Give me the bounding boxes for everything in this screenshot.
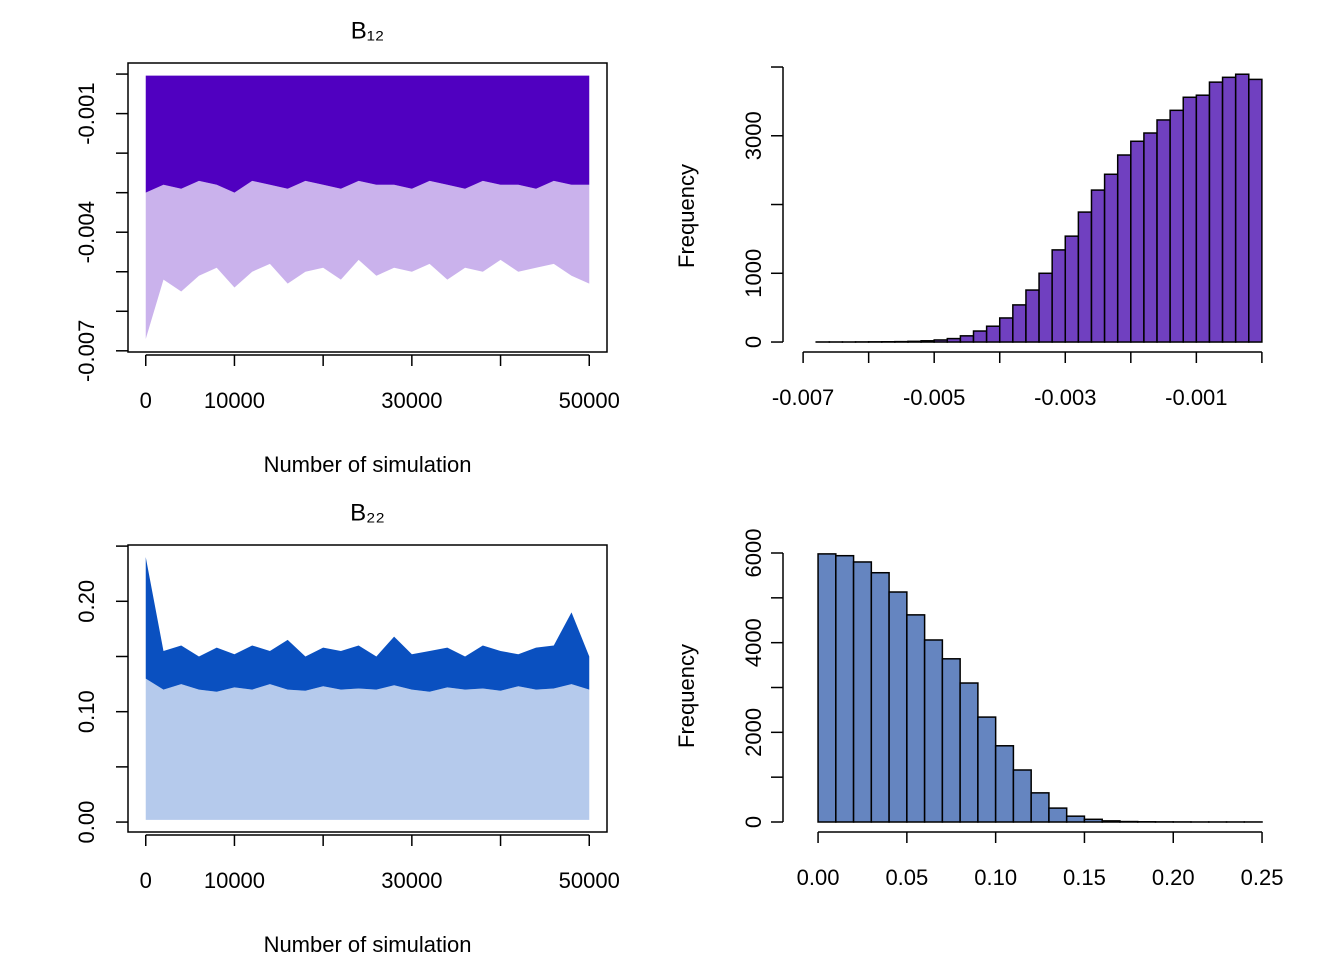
bar [1156, 119, 1171, 343]
bar [985, 325, 1001, 343]
bar [977, 716, 997, 823]
bar [906, 614, 926, 823]
bar [1065, 815, 1086, 823]
chart-title: B₁₂ [351, 17, 384, 44]
bar [1208, 81, 1224, 343]
y-tick-label: 0 [741, 816, 766, 828]
y-tick-label: -0.004 [74, 201, 99, 263]
bar [946, 337, 962, 343]
y-tick-label: 0 [741, 336, 766, 348]
bar [1064, 235, 1080, 343]
trace-tail [145, 678, 590, 820]
x-tick-label: -0.003 [1034, 385, 1096, 410]
x-tick-label: 0.20 [1152, 865, 1195, 890]
bar [1221, 76, 1237, 343]
trace-tail [145, 180, 590, 339]
bar [959, 682, 979, 823]
bar [852, 561, 873, 823]
plot-box [127, 62, 608, 353]
bar [941, 658, 961, 823]
bar [933, 339, 949, 343]
bar [959, 335, 975, 343]
chart-title: B₂₂ [350, 499, 385, 526]
bar [835, 554, 855, 823]
x-axis-label: Number of simulation [264, 452, 472, 477]
bar [1169, 109, 1184, 343]
bar [1025, 289, 1040, 343]
x-tick-label: 0.10 [974, 865, 1017, 890]
y-tick-label: 3000 [741, 111, 766, 160]
x-tick-label: 30000 [381, 388, 442, 413]
bar [1248, 78, 1263, 343]
bar [920, 340, 935, 343]
plot-box [127, 544, 608, 833]
bar [1030, 792, 1050, 823]
bar [1182, 96, 1198, 343]
bar [888, 591, 908, 823]
bar [994, 745, 1015, 823]
y-axis-label: Frequency [674, 164, 699, 268]
y-tick-label: 1000 [741, 249, 766, 298]
x-tick-label: 0.25 [1241, 865, 1284, 890]
bar [817, 553, 837, 823]
bar [1012, 769, 1032, 823]
y-tick-label: 4000 [741, 618, 766, 667]
y-tick-label: 2000 [741, 708, 766, 757]
x-tick-label: 10000 [204, 388, 265, 413]
y-tick-label: 0.10 [74, 690, 99, 733]
bar [907, 340, 922, 343]
x-tick-label: 30000 [381, 868, 442, 893]
trace-core [145, 75, 590, 193]
x-tick-label: 0.05 [885, 865, 928, 890]
x-tick-label: 50000 [559, 868, 620, 893]
bar [1051, 249, 1067, 343]
bar [923, 639, 944, 823]
bar [972, 330, 988, 343]
y-axis-label: Frequency [674, 644, 699, 748]
bar [1130, 140, 1145, 343]
bar [1090, 189, 1106, 343]
x-axis-label: Number of simulation [264, 932, 472, 957]
x-tick-label: 0 [140, 388, 152, 413]
x-tick-label: 0.15 [1063, 865, 1106, 890]
bar [1077, 211, 1093, 343]
x-tick-label: 50000 [559, 388, 620, 413]
bar [1038, 272, 1053, 343]
bar [1103, 173, 1119, 343]
x-tick-label: -0.005 [903, 385, 965, 410]
bar [998, 317, 1014, 343]
x-tick-label: -0.007 [772, 385, 834, 410]
x-tick-label: -0.001 [1165, 385, 1227, 410]
bar [1012, 304, 1027, 343]
bar [1195, 94, 1211, 343]
x-tick-label: 10000 [204, 868, 265, 893]
bar [1234, 73, 1250, 343]
bar [1143, 132, 1158, 343]
x-tick-label: 0 [140, 868, 152, 893]
bar [1083, 818, 1103, 823]
y-tick-label: 6000 [741, 529, 766, 578]
bar [870, 571, 890, 823]
y-tick-label: 0.00 [74, 801, 99, 844]
y-tick-label: -0.007 [74, 320, 99, 382]
x-tick-label: 0.00 [797, 865, 840, 890]
bar [1048, 807, 1068, 823]
y-tick-label: 0.20 [74, 580, 99, 623]
trace-core [145, 557, 590, 692]
y-tick-label: -0.001 [74, 82, 99, 144]
bar [1101, 820, 1121, 823]
bar [1116, 154, 1132, 343]
